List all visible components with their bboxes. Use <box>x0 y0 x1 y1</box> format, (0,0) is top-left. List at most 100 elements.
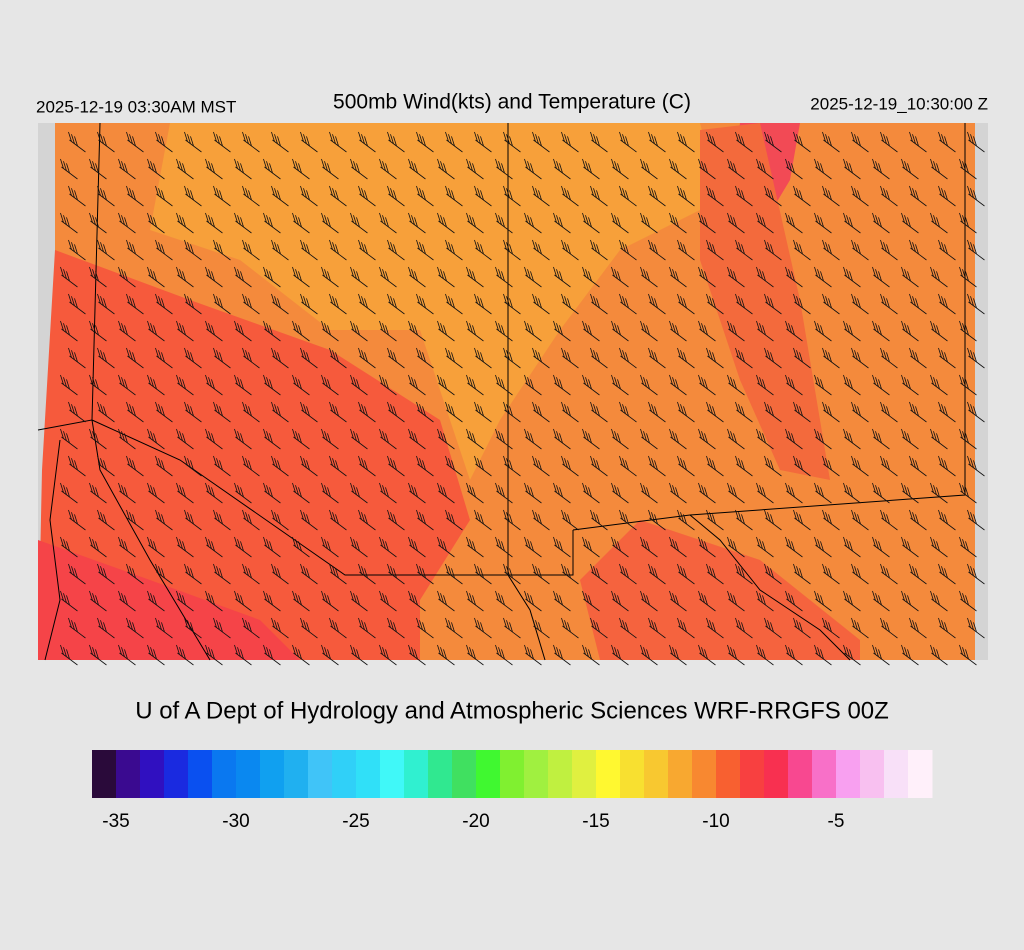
wind-barb <box>205 266 223 288</box>
wind-barb <box>68 131 86 153</box>
wind-barb <box>967 563 985 585</box>
wind-barb <box>97 293 115 315</box>
wind-barb <box>611 482 629 504</box>
wind-barb <box>379 266 397 288</box>
wind-barb <box>68 509 86 531</box>
color-swatch <box>380 750 405 798</box>
wind-barb <box>727 266 745 288</box>
wind-barb <box>147 536 165 558</box>
wind-barb <box>669 320 687 342</box>
wind-barb <box>967 617 985 639</box>
wind-barb <box>553 590 571 612</box>
wind-barb <box>793 347 811 369</box>
wind-barb <box>756 536 774 558</box>
wind-barb <box>60 374 78 396</box>
wind-barb <box>271 347 289 369</box>
wind-barb <box>292 320 310 342</box>
wind-barb <box>155 239 173 261</box>
wind-barb <box>234 428 252 450</box>
wind-barb <box>764 617 782 639</box>
wind-barb <box>350 536 368 558</box>
tick-label: -20 <box>462 811 489 832</box>
wind-barb <box>872 428 890 450</box>
wind-barb <box>822 347 840 369</box>
wind-barb <box>843 320 861 342</box>
wind-barb <box>445 617 463 639</box>
wind-barb <box>582 212 600 234</box>
wind-barb <box>938 347 956 369</box>
wind-barb <box>669 212 687 234</box>
wind-barb <box>524 428 542 450</box>
wind-barb <box>350 374 368 396</box>
wind-barb <box>822 455 840 477</box>
wind-barb <box>619 185 637 207</box>
wind-barb <box>930 644 948 666</box>
wind-barb <box>263 266 281 288</box>
wind-barb <box>814 374 832 396</box>
wind-barb <box>851 563 869 585</box>
wind-barb <box>495 590 513 612</box>
wind-barb <box>524 320 542 342</box>
wind-barb <box>495 320 513 342</box>
wind-barb <box>909 293 927 315</box>
wind-barb <box>677 239 695 261</box>
wind-barb <box>89 212 107 234</box>
wind-barb <box>89 374 107 396</box>
wind-barb <box>698 212 716 234</box>
wind-barb <box>387 131 405 153</box>
wind-barb <box>321 590 339 612</box>
wind-barb <box>561 293 579 315</box>
wind-barb <box>532 239 550 261</box>
wind-barb <box>785 320 803 342</box>
wind-barb <box>379 320 397 342</box>
wind-barb <box>706 131 724 153</box>
wind-barb <box>669 158 687 180</box>
color-swatch <box>764 750 789 798</box>
wind-barb <box>234 536 252 558</box>
wind-barb <box>445 455 463 477</box>
wind-barb <box>300 563 318 585</box>
wind-barb <box>532 401 550 423</box>
wind-barb <box>292 266 310 288</box>
wind-barb <box>292 428 310 450</box>
wind-barb <box>764 185 782 207</box>
wind-barb <box>495 374 513 396</box>
wind-barb <box>379 482 397 504</box>
color-swatch <box>92 750 117 798</box>
color-swatch <box>524 750 549 798</box>
wind-barb <box>60 428 78 450</box>
wind-barb <box>553 212 571 234</box>
wind-barb <box>263 158 281 180</box>
wind-barb <box>851 185 869 207</box>
wind-barb <box>234 374 252 396</box>
wind-barb <box>814 266 832 288</box>
wind-barb <box>445 185 463 207</box>
wind-barb <box>176 590 194 612</box>
wind-barb <box>814 590 832 612</box>
wind-barb <box>213 455 231 477</box>
wind-barb <box>590 617 608 639</box>
wind-barb <box>619 563 637 585</box>
color-swatch <box>500 750 525 798</box>
wind-barb <box>727 212 745 234</box>
wind-barb <box>582 482 600 504</box>
wind-barb <box>300 131 318 153</box>
wind-barb <box>118 320 136 342</box>
wind-barb <box>677 185 695 207</box>
wind-barb <box>619 131 637 153</box>
wind-barb <box>300 185 318 207</box>
wind-barb <box>466 266 484 288</box>
wind-barb <box>619 347 637 369</box>
wind-barb <box>387 185 405 207</box>
wind-barb <box>408 212 426 234</box>
wind-barb <box>437 266 455 288</box>
wind-barb <box>706 239 724 261</box>
wind-barb <box>677 455 695 477</box>
wind-barb <box>60 266 78 288</box>
wind-barb <box>437 536 455 558</box>
wind-barb <box>176 374 194 396</box>
wind-barb <box>321 320 339 342</box>
wind-barb <box>532 509 550 531</box>
wind-barb <box>118 374 136 396</box>
wind-barb <box>561 347 579 369</box>
